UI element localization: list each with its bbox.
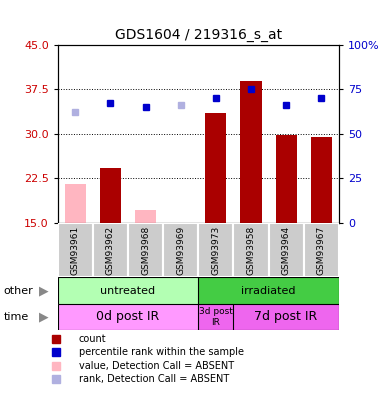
- Bar: [198, 277, 339, 304]
- Text: irradiated: irradiated: [241, 286, 296, 296]
- Bar: [240, 81, 261, 223]
- Bar: [198, 304, 233, 330]
- Text: ▶: ▶: [38, 284, 48, 297]
- Text: count: count: [79, 334, 107, 344]
- Bar: [198, 223, 233, 277]
- Text: 0d post IR: 0d post IR: [96, 310, 160, 324]
- Title: GDS1604 / 219316_s_at: GDS1604 / 219316_s_at: [115, 28, 282, 42]
- Text: time: time: [4, 312, 29, 322]
- Bar: [304, 223, 339, 277]
- Text: GSM93962: GSM93962: [106, 226, 115, 275]
- Bar: [65, 184, 86, 223]
- Bar: [205, 113, 226, 223]
- Text: GSM93967: GSM93967: [317, 226, 326, 275]
- Bar: [58, 223, 93, 277]
- Bar: [128, 223, 163, 277]
- Text: GSM93969: GSM93969: [176, 226, 185, 275]
- Bar: [311, 136, 332, 223]
- Text: 3d post
IR: 3d post IR: [199, 307, 233, 326]
- Bar: [58, 304, 198, 330]
- Bar: [269, 223, 304, 277]
- Bar: [233, 223, 269, 277]
- Text: percentile rank within the sample: percentile rank within the sample: [79, 347, 244, 358]
- Text: rank, Detection Call = ABSENT: rank, Detection Call = ABSENT: [79, 374, 229, 384]
- Text: GSM93964: GSM93964: [281, 226, 291, 275]
- Text: untreated: untreated: [100, 286, 156, 296]
- Text: GSM93961: GSM93961: [71, 226, 80, 275]
- Bar: [135, 210, 156, 223]
- Bar: [276, 135, 297, 223]
- Text: GSM93958: GSM93958: [246, 226, 256, 275]
- Bar: [163, 223, 198, 277]
- Bar: [100, 168, 121, 223]
- Bar: [93, 223, 128, 277]
- Bar: [58, 277, 198, 304]
- Bar: [233, 304, 339, 330]
- Text: other: other: [4, 286, 33, 296]
- Text: GSM93973: GSM93973: [211, 226, 220, 275]
- Text: GSM93968: GSM93968: [141, 226, 150, 275]
- Text: ▶: ▶: [38, 310, 48, 324]
- Text: value, Detection Call = ABSENT: value, Detection Call = ABSENT: [79, 360, 234, 371]
- Text: 7d post IR: 7d post IR: [254, 310, 318, 324]
